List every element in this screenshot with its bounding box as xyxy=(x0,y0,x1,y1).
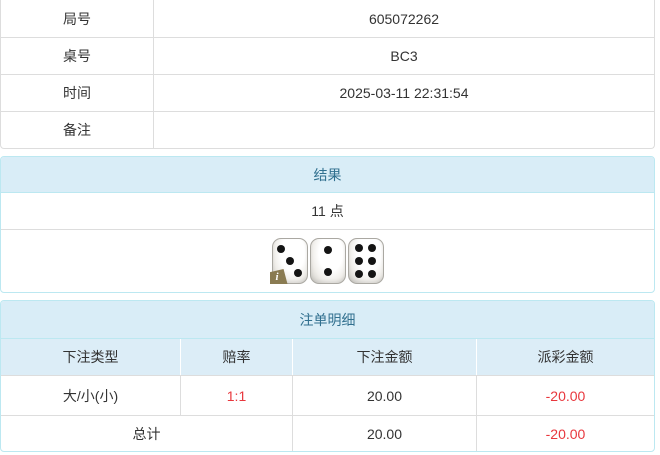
info-row-game-number: 局号 605072262 xyxy=(1,0,654,37)
total-label: 总计 xyxy=(1,416,293,451)
info-row-table-number: 桌号 BC3 xyxy=(1,37,654,74)
table-number-label: 桌号 xyxy=(1,38,154,74)
game-number-label: 局号 xyxy=(1,0,154,37)
time-label: 时间 xyxy=(1,75,154,111)
die-pip xyxy=(367,257,376,265)
remark-label: 备注 xyxy=(1,112,154,148)
col-header-payout: 派彩金额 xyxy=(537,349,594,365)
die-pip xyxy=(323,246,332,255)
remark-value xyxy=(154,112,654,148)
game-info-table: 局号 605072262 桌号 BC3 时间 2025-03-11 22:31:… xyxy=(0,0,655,149)
bets-panel-title: 注单明细 xyxy=(1,301,654,339)
result-panel-title: 结果 xyxy=(1,157,654,193)
die-1-value-3: i xyxy=(269,238,308,284)
table-number-value: BC3 xyxy=(390,48,418,64)
die-pip xyxy=(355,269,364,278)
time-value: 2025-03-11 22:31:54 xyxy=(339,85,469,101)
info-row-remark: 备注 xyxy=(1,111,654,148)
odds-cell: 1:1 xyxy=(181,376,293,415)
die-pip xyxy=(367,269,376,278)
bet-row: 大/小(小) 1:1 20.00 -20.00 xyxy=(1,375,654,415)
bet-type-cell: 大/小(小) xyxy=(1,376,181,415)
total-bet-amount: 20.00 xyxy=(293,416,477,451)
die-pip xyxy=(277,244,286,253)
die-2-value-2 xyxy=(309,238,346,284)
result-panel: 结果 11 点 i xyxy=(0,156,655,293)
die-pip xyxy=(355,257,364,265)
dice-row: i xyxy=(1,230,654,292)
bets-table-header: 下注类型 赔率 下注金额 派彩金额 xyxy=(1,339,654,375)
die-pip xyxy=(285,257,294,265)
game-number-value: 605072262 xyxy=(368,10,440,27)
bet-amount-cell: 20.00 xyxy=(293,376,477,415)
payout-cell: -20.00 xyxy=(545,387,586,404)
die-pip xyxy=(355,244,364,253)
bets-panel: 注单明细 下注类型 赔率 下注金额 派彩金额 大/小(小) 1:1 20.00 … xyxy=(0,300,655,452)
info-row-time: 时间 2025-03-11 22:31:54 xyxy=(1,74,654,111)
die-pip xyxy=(323,267,332,276)
die-pip xyxy=(367,244,376,253)
dice-info-badge-icon[interactable]: i xyxy=(269,269,288,284)
result-points: 11 点 xyxy=(1,193,654,230)
col-header-bet-amount: 下注金额 xyxy=(293,339,477,375)
die-pip xyxy=(293,269,302,278)
total-row: 总计 20.00 -20.00 xyxy=(1,415,654,451)
col-header-odds: 赔率 xyxy=(181,339,293,375)
col-header-bet-type: 下注类型 xyxy=(1,339,181,375)
die-3-value-6 xyxy=(347,238,384,284)
total-payout: -20.00 xyxy=(545,425,586,442)
